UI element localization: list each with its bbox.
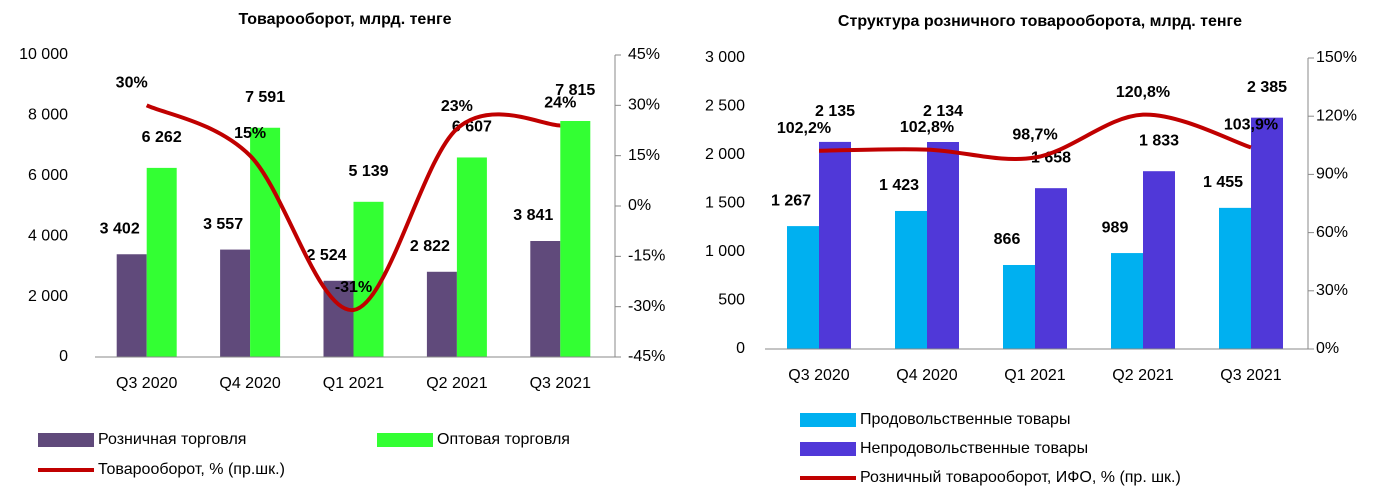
- bar: [456, 157, 487, 357]
- line-value-label: 103,9%: [1224, 117, 1278, 134]
- y2-tick-label: 0%: [628, 197, 651, 214]
- line-value-label: 102,2%: [777, 120, 831, 137]
- bar: [819, 141, 851, 349]
- legend-marker: [800, 413, 856, 427]
- bar-value-label: 2 385: [1247, 79, 1287, 96]
- bar-value-label: 7 815: [555, 82, 595, 99]
- bar-value-label: 5 139: [348, 163, 388, 180]
- bar-value-label: 1 423: [879, 177, 919, 194]
- bar-value-label: 1 833: [1139, 132, 1179, 149]
- y-tick-label: 0: [736, 340, 745, 357]
- bar-value-label: 2 134: [923, 103, 963, 120]
- bar-value-label: 2 135: [815, 103, 855, 120]
- bar-value-label: 7 591: [245, 89, 285, 106]
- y2-tick-label: -15%: [628, 248, 665, 265]
- y2-tick-label: 90%: [1316, 166, 1348, 183]
- bar: [220, 249, 251, 357]
- line-value-label: 120,8%: [1116, 84, 1170, 101]
- line-value-label: 30%: [116, 75, 148, 92]
- legend-label: Непродовольственные товары: [860, 440, 1088, 457]
- y-tick-label: 2 000: [28, 288, 68, 305]
- y-tick-label: 2 500: [705, 98, 745, 115]
- chart-title: Товарооборот, млрд. тенге: [238, 11, 451, 28]
- legend-marker: [38, 433, 94, 447]
- bar: [250, 127, 281, 357]
- line-value-label: -31%: [335, 279, 372, 296]
- bar-value-label: 989: [1102, 219, 1129, 236]
- bar: [1219, 207, 1251, 349]
- y2-tick-label: 120%: [1316, 107, 1357, 124]
- y2-tick-label: 30%: [1316, 282, 1348, 299]
- bar: [530, 241, 561, 357]
- chart-title: Структура розничного товарооборота, млрд…: [838, 13, 1242, 30]
- y2-tick-label: 30%: [628, 97, 660, 114]
- legend-label: Товарооборот, % (пр.шк.): [98, 461, 285, 478]
- y-tick-label: 1 000: [705, 243, 745, 260]
- x-tick-label: Q1 2021: [1004, 367, 1065, 384]
- bar: [1251, 117, 1283, 349]
- bar-value-label: 1 267: [771, 192, 811, 209]
- line: [818, 112, 1252, 162]
- x-tick-label: Q4 2020: [896, 367, 957, 384]
- line-value-label: 102,8%: [900, 119, 954, 136]
- y2-tick-label: -45%: [628, 348, 665, 365]
- bar: [927, 142, 959, 349]
- x-tick-label: Q3 2021: [1220, 367, 1281, 384]
- y2-tick-label: 0%: [1316, 340, 1339, 357]
- y-tick-label: 6 000: [28, 167, 68, 184]
- bar-value-label: 3 402: [100, 220, 140, 237]
- y-tick-label: 500: [718, 292, 745, 309]
- bar: [560, 120, 591, 357]
- bar: [146, 167, 177, 357]
- y-tick-label: 0: [59, 348, 68, 365]
- bar-value-label: 2 524: [306, 247, 346, 264]
- bar-value-label: 1 658: [1031, 149, 1071, 166]
- line-value-label: 15%: [234, 125, 266, 142]
- bar-value-label: 866: [994, 231, 1021, 248]
- y-tick-label: 8 000: [28, 107, 68, 124]
- bar-value-label: 1 455: [1203, 174, 1243, 191]
- x-tick-label: Q2 2021: [426, 375, 487, 392]
- x-tick-label: Q3 2020: [116, 375, 177, 392]
- legend-marker: [800, 442, 856, 456]
- y2-tick-label: 15%: [628, 147, 660, 164]
- bar: [353, 201, 384, 357]
- bar-value-label: 3 841: [513, 207, 553, 224]
- bar: [787, 226, 819, 349]
- y-tick-label: 10 000: [19, 46, 68, 63]
- x-tick-label: Q1 2021: [323, 375, 384, 392]
- y-tick-label: 2 000: [705, 146, 745, 163]
- bar: [116, 254, 147, 357]
- y2-tick-label: -30%: [628, 298, 665, 315]
- y-tick-label: 1 500: [705, 195, 745, 212]
- y2-tick-label: 45%: [628, 46, 660, 63]
- bar: [1143, 171, 1175, 349]
- y2-tick-label: 60%: [1316, 224, 1348, 241]
- bar: [1111, 253, 1143, 349]
- line-value-label: 24%: [544, 95, 576, 112]
- y2-tick-label: 150%: [1316, 49, 1357, 66]
- bar-value-label: 3 557: [203, 216, 243, 233]
- legend-marker: [377, 433, 433, 447]
- line-value-label: 23%: [441, 98, 473, 115]
- bar: [1003, 264, 1035, 349]
- bar-value-label: 2 822: [410, 238, 450, 255]
- legend-label: Розничный товарооборот, ИФО, % (пр. шк.): [860, 469, 1181, 486]
- legend-label: Оптовая торговля: [437, 431, 570, 448]
- line-value-label: 98,7%: [1012, 127, 1057, 144]
- y-tick-label: 4 000: [28, 227, 68, 244]
- bar: [895, 210, 927, 349]
- bar-value-label: 6 262: [142, 129, 182, 146]
- x-tick-label: Q2 2021: [1112, 367, 1173, 384]
- legend-label: Розничная торговля: [98, 431, 246, 448]
- line: [145, 103, 561, 313]
- x-tick-label: Q4 2020: [219, 375, 280, 392]
- legend-label: Продовольственные товары: [860, 411, 1070, 428]
- bar: [426, 271, 457, 357]
- x-tick-label: Q3 2020: [788, 367, 849, 384]
- y-tick-label: 3 000: [705, 49, 745, 66]
- bar: [1035, 188, 1067, 349]
- x-tick-label: Q3 2021: [530, 375, 591, 392]
